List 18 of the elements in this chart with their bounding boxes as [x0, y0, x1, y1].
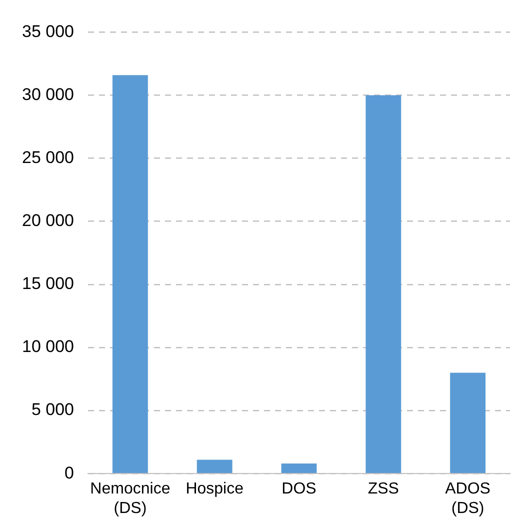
bar: [196, 460, 232, 473]
x-tick-label: ADOS (DS): [445, 480, 490, 517]
x-tick-label: DOS: [282, 480, 316, 498]
y-tick-label: 20 000: [22, 211, 74, 230]
bar: [281, 464, 317, 473]
x-tick-label: Hospice: [186, 480, 244, 498]
y-tick-label: 0: [64, 463, 74, 482]
x-tick-label: ZSS: [368, 480, 399, 498]
bar: [366, 95, 402, 473]
y-tick-label: 15 000: [22, 274, 74, 294]
bar: [112, 75, 148, 473]
x-tick-label: Nemocnice (DS): [90, 480, 170, 517]
y-tick-label: 35 000: [22, 22, 74, 41]
bar: [450, 372, 486, 473]
y-tick-label: 25 000: [22, 148, 74, 167]
y-tick-label: 30 000: [22, 84, 74, 104]
y-tick-label: 10 000: [22, 337, 74, 356]
y-tick-label: 5 000: [31, 400, 74, 420]
